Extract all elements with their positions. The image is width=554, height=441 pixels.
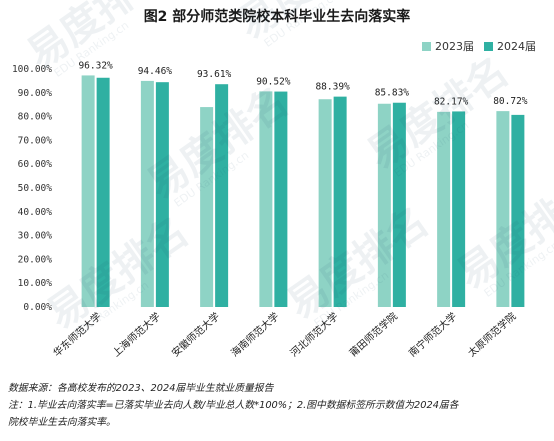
bar-2024: [155, 82, 169, 307]
legend-label-2023: 2023届: [435, 40, 474, 53]
data-labels: 96.32% 94.46% 93.61% 90.52% 88.39% 85.83% 82.1…: [78, 60, 527, 107]
bar-2023: [318, 99, 332, 307]
legend-swatch-2024: [484, 41, 493, 51]
y-tick-label: 10.00%: [18, 278, 53, 289]
data-label: 94.46%: [138, 66, 173, 77]
chart-title: 图2 部分师范类院校本科毕业生去向落实率: [143, 9, 411, 25]
bar-2024: [215, 84, 229, 308]
legend-item-2024: 2024届: [484, 38, 536, 54]
x-tick-label: 上海师范大学: [110, 310, 163, 360]
data-label: 88.39%: [315, 82, 350, 93]
data-label: 80.72%: [493, 96, 528, 107]
bar-chart: 0.00% 10.00% 20.00% 30.00% 40.00% 50.00% 60.00…: [12, 60, 528, 360]
x-tick-label: 太原师范学院: [465, 310, 518, 360]
data-label: 85.83%: [375, 88, 410, 99]
note-line-2: 院校毕业生去向落实率。: [8, 417, 116, 428]
legend: 2023届 2024届: [422, 38, 536, 54]
y-tick-label: 0.00%: [23, 302, 52, 313]
y-tick-label: 100.00%: [12, 64, 52, 75]
bar-2023: [200, 107, 214, 307]
data-label: 90.52%: [256, 76, 291, 87]
x-tick-label: 莆田师范学院: [347, 310, 400, 360]
y-tick-label: 60.00%: [18, 159, 53, 170]
data-label: 96.32%: [78, 60, 113, 71]
y-axis: 0.00% 10.00% 20.00% 30.00% 40.00% 50.00% 60.00…: [12, 64, 52, 313]
legend-item-2023: 2023届: [422, 38, 474, 54]
bar-2024: [392, 102, 406, 307]
bar-2024: [511, 114, 525, 307]
legend-swatch-2023: [422, 41, 431, 51]
bar-2024: [274, 91, 288, 307]
bar-2023: [496, 111, 510, 307]
x-tick-label: 河北师范大学: [287, 310, 340, 360]
bar-2023: [259, 91, 273, 307]
bar-2024: [96, 77, 110, 308]
data-label: 82.17%: [434, 96, 469, 107]
x-tick-label: 华东师范大学: [50, 310, 103, 360]
bar-2024: [333, 96, 347, 307]
bars: [81, 75, 525, 308]
bar-2024: [452, 111, 466, 308]
y-tick-label: 70.00%: [18, 135, 53, 146]
y-tick-label: 30.00%: [18, 231, 53, 242]
x-tick-label: 南宁师范大学: [406, 310, 459, 360]
source-note: 数据来源：各高校发布的2023、2024届毕业生就业质量报告: [8, 383, 274, 394]
y-tick-label: 50.00%: [18, 183, 53, 194]
data-label: 93.61%: [197, 69, 232, 80]
legend-label-2024: 2024届: [497, 40, 536, 53]
x-tick-label: 安徽师范大学: [169, 310, 222, 360]
bar-2023: [140, 80, 154, 308]
bar-2023: [437, 111, 451, 307]
bar-2023: [81, 75, 95, 308]
y-tick-label: 40.00%: [18, 207, 53, 218]
y-tick-label: 20.00%: [18, 254, 53, 265]
x-axis: 华东师范大学 上海师范大学 安徽师范大学 海南师范大学 河北师范大学 莆田师范学院 南宁师范…: [50, 310, 518, 360]
bar-2023: [377, 103, 391, 307]
note-line-1: 注：1.毕业去向落实率=已落实毕业去向人数/毕业总人数*100%；2.图中数据标…: [8, 400, 459, 411]
y-tick-label: 90.00%: [18, 88, 53, 99]
y-tick-label: 80.00%: [18, 112, 53, 123]
footnotes: 数据来源：各高校发布的2023、2024届毕业生就业质量报告 注：1.毕业去向落…: [8, 380, 548, 431]
x-tick-label: 海南师范大学: [228, 310, 281, 360]
